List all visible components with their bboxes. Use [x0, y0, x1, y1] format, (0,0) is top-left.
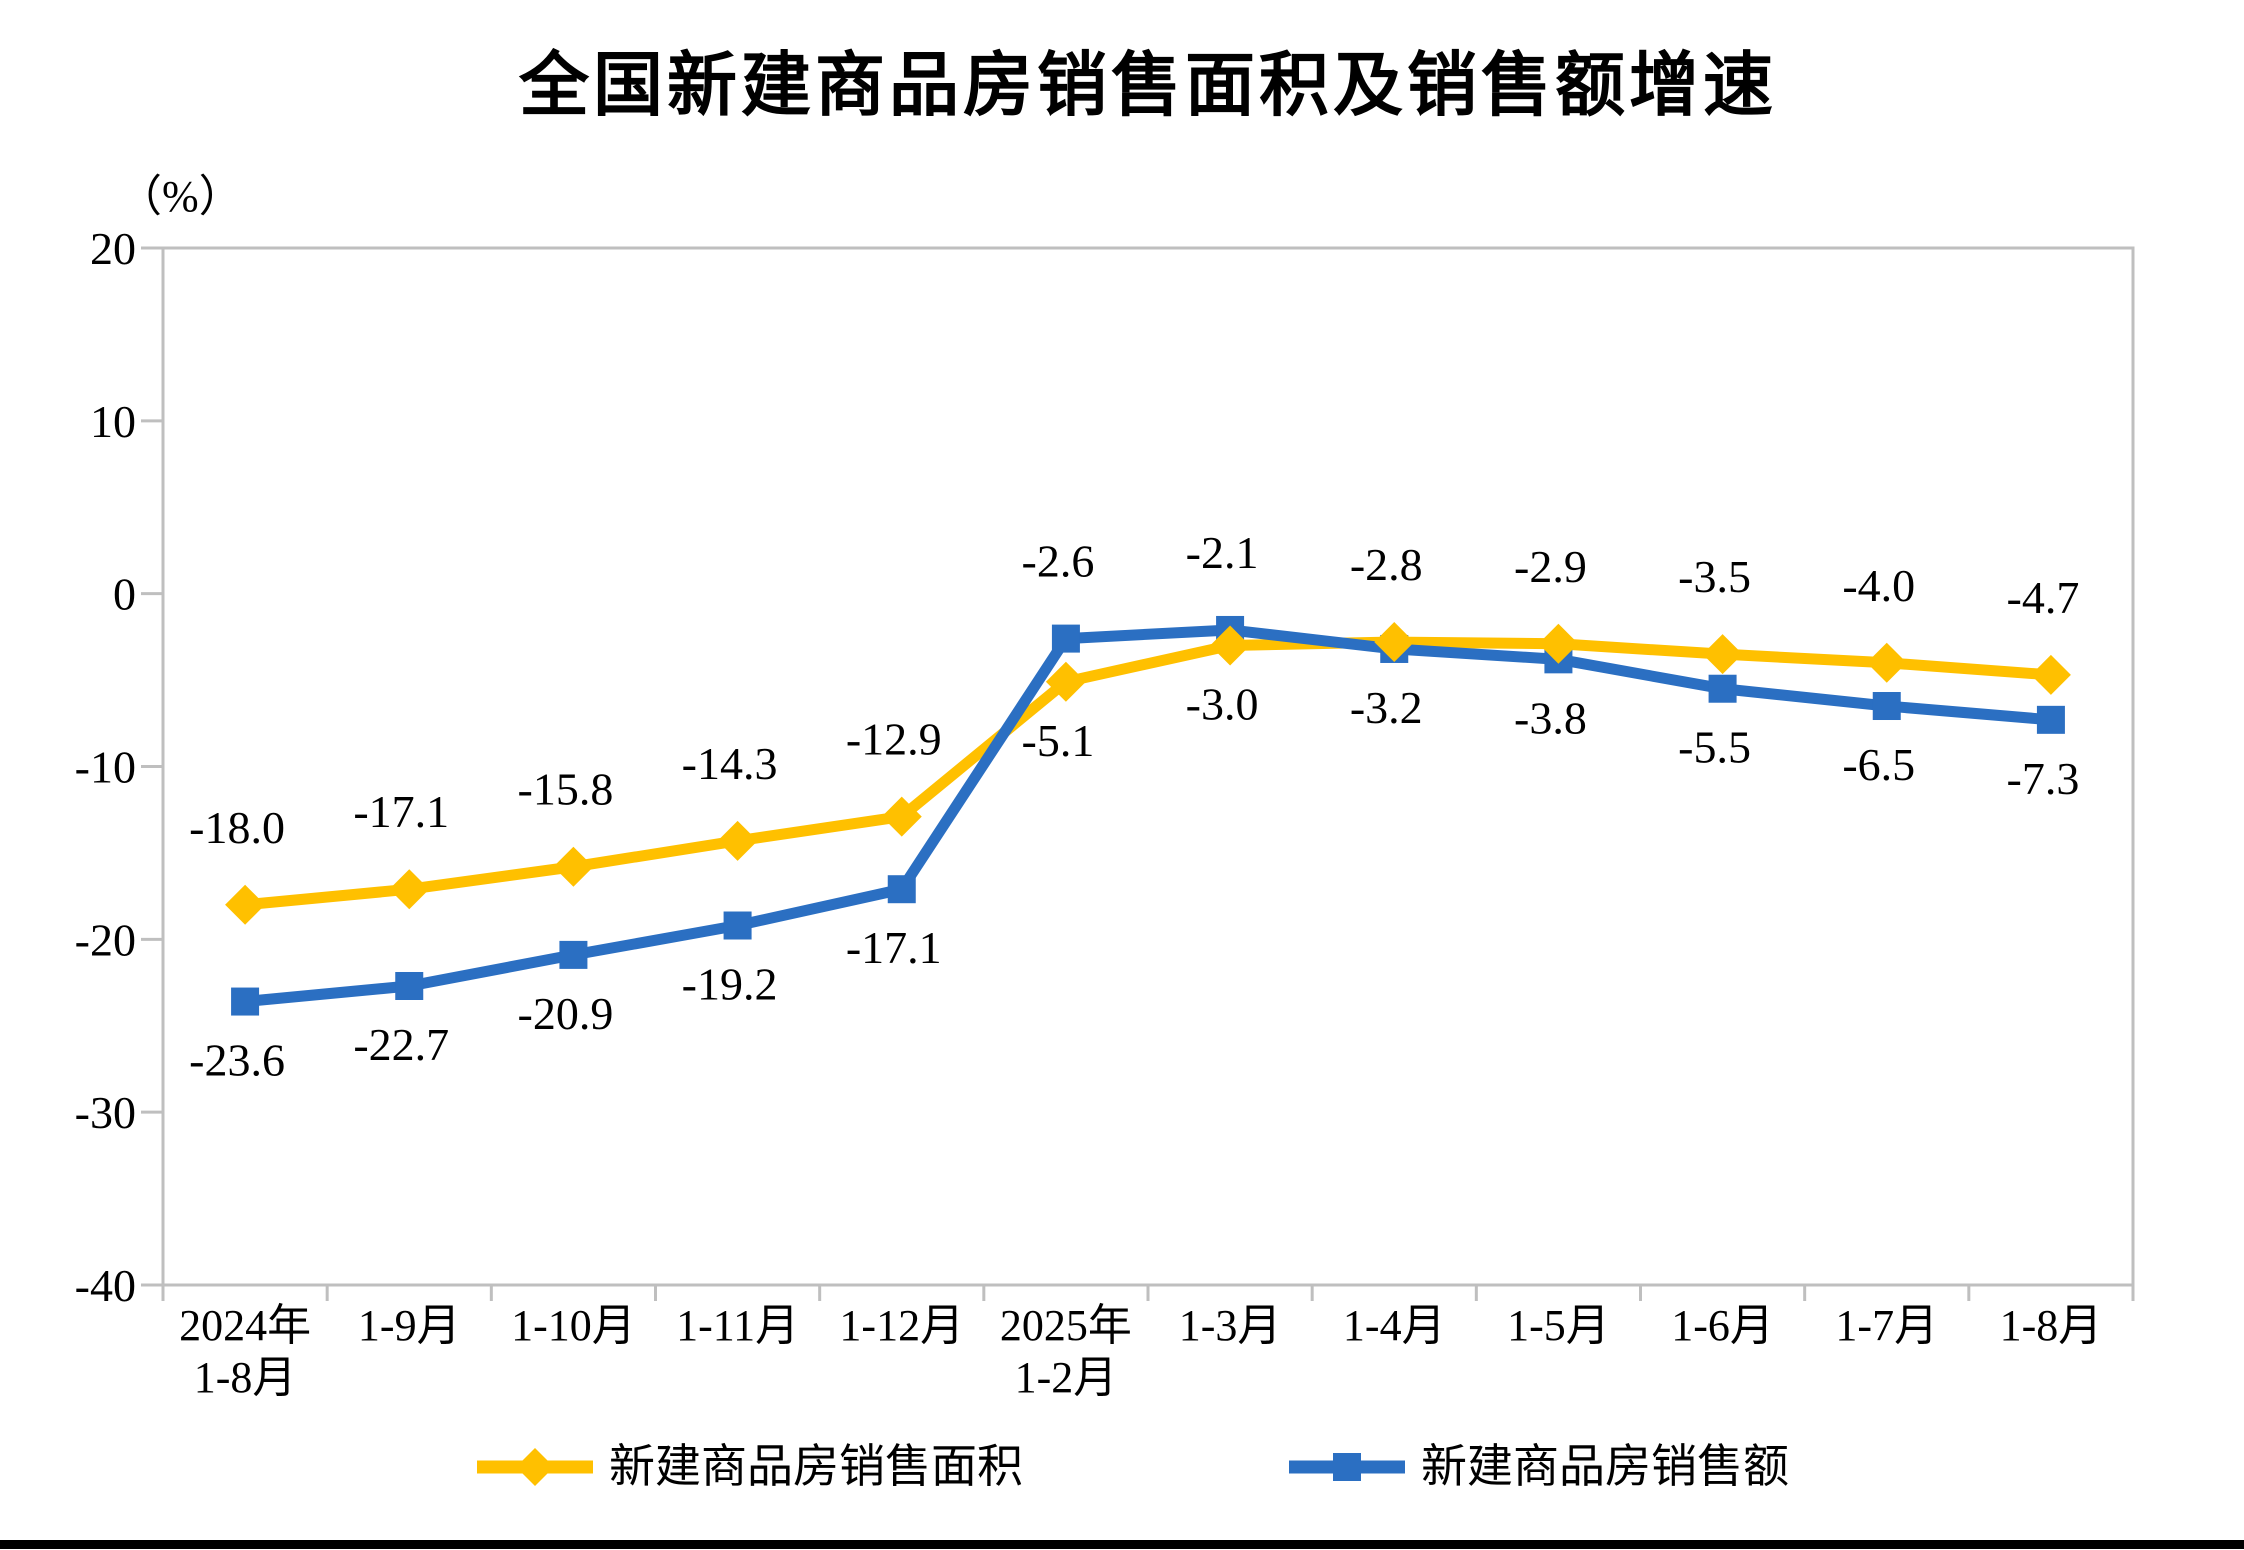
data-label: -17.1	[846, 922, 942, 973]
data-label: -7.3	[2007, 753, 2080, 804]
data-label: -3.8	[1514, 692, 1587, 743]
chart-title: 全国新建商品房销售面积及销售额增速	[519, 48, 1777, 125]
data-label: -3.0	[1186, 679, 1259, 730]
x-axis-label: 1-12月	[839, 1301, 964, 1350]
data-label: -6.5	[1842, 739, 1915, 790]
data-point-diamond	[553, 846, 594, 887]
y-axis-tick-label: -10	[75, 742, 136, 793]
data-point-square	[231, 987, 260, 1016]
data-point-square	[2036, 705, 2065, 734]
x-axis-label: 1-3月	[1179, 1301, 1282, 1350]
series-line-1	[239, 624, 2057, 1008]
data-label: -20.9	[518, 988, 614, 1039]
sales-area-line-diamond-icon	[477, 1448, 593, 1486]
y-axis-tick-label: 20	[90, 223, 136, 274]
x-axis-label: 1-8月	[2000, 1301, 2103, 1350]
sales-value-line-square-icon	[1289, 1453, 1405, 1481]
data-label: -4.7	[2007, 572, 2080, 623]
data-label: -18.0	[189, 802, 285, 853]
window-bottom-border	[0, 1540, 2244, 1549]
data-point-diamond	[1702, 634, 1743, 675]
data-label: -2.9	[1514, 541, 1587, 592]
data-label: -14.3	[682, 738, 778, 789]
x-axis-label: 1-9月	[358, 1301, 461, 1350]
data-label: -17.1	[353, 786, 449, 837]
data-label: -15.8	[518, 764, 614, 815]
data-point-diamond	[717, 820, 758, 861]
data-point-diamond	[1538, 623, 1579, 664]
x-axis-label: 1-5月	[1507, 1301, 1610, 1350]
data-label: -5.1	[1022, 715, 1095, 766]
x-axis-label: 2024年	[179, 1301, 311, 1350]
data-label: -19.2	[682, 959, 778, 1010]
data-label: -2.1	[1186, 527, 1259, 578]
data-label: -5.5	[1678, 722, 1751, 773]
x-axis-label: 1-10月	[511, 1301, 636, 1350]
data-label: -3.2	[1350, 682, 1423, 733]
x-axis-label: 1-4月	[1343, 1301, 1446, 1350]
data-point-diamond	[389, 869, 430, 910]
data-point-square	[559, 940, 588, 969]
data-point-diamond	[2030, 654, 2071, 695]
data-point-diamond	[1045, 661, 1086, 702]
data-point-diamond	[1866, 642, 1907, 683]
data-label: -3.5	[1678, 551, 1751, 602]
data-label: -4.0	[1842, 560, 1915, 611]
data-label: -2.8	[1350, 539, 1423, 590]
series-line-0	[239, 636, 2057, 911]
data-label: -22.7	[353, 1019, 449, 1070]
y-axis-tick-label: -30	[75, 1087, 136, 1138]
legend-label-sales-area: 新建商品房销售面积	[609, 1441, 1023, 1492]
data-point-diamond	[1374, 622, 1415, 663]
data-point-diamond	[881, 796, 922, 837]
y-axis-tick-label: 0	[113, 569, 136, 620]
data-point-square	[887, 875, 916, 904]
y-axis-tick-label: -40	[75, 1260, 136, 1311]
legend-item-sales-area: 新建商品房销售面积	[475, 1442, 1023, 1492]
data-label: -23.6	[189, 1035, 285, 1086]
legend-label-sales-value: 新建商品房销售额	[1421, 1441, 1789, 1492]
plot-border	[161, 246, 2135, 1287]
x-axis-label: 2025年	[1000, 1301, 1132, 1350]
data-label: -2.6	[1022, 536, 1095, 587]
x-axis-label: 1-11月	[676, 1301, 799, 1350]
y-axis-tick-label: -20	[75, 914, 136, 965]
data-point-diamond	[225, 884, 266, 925]
data-label: -12.9	[846, 714, 942, 765]
data-point-square	[1051, 624, 1080, 653]
data-point-square	[723, 911, 752, 940]
x-axis-label: 1-6月	[1671, 1301, 1774, 1350]
x-axis-label: 1-8月	[194, 1353, 297, 1402]
data-point-square	[1708, 674, 1737, 703]
data-point-diamond	[1210, 625, 1251, 666]
x-axis-label: 1-2月	[1015, 1353, 1118, 1402]
y-axis-unit-label: （%）	[118, 172, 243, 221]
legend-item-sales-value: 新建商品房销售额	[1287, 1442, 1789, 1492]
data-point-square	[1872, 692, 1901, 721]
data-point-square	[395, 971, 424, 1000]
y-axis-tick-label: 10	[90, 396, 136, 447]
x-axis-label: 1-7月	[1835, 1301, 1938, 1350]
